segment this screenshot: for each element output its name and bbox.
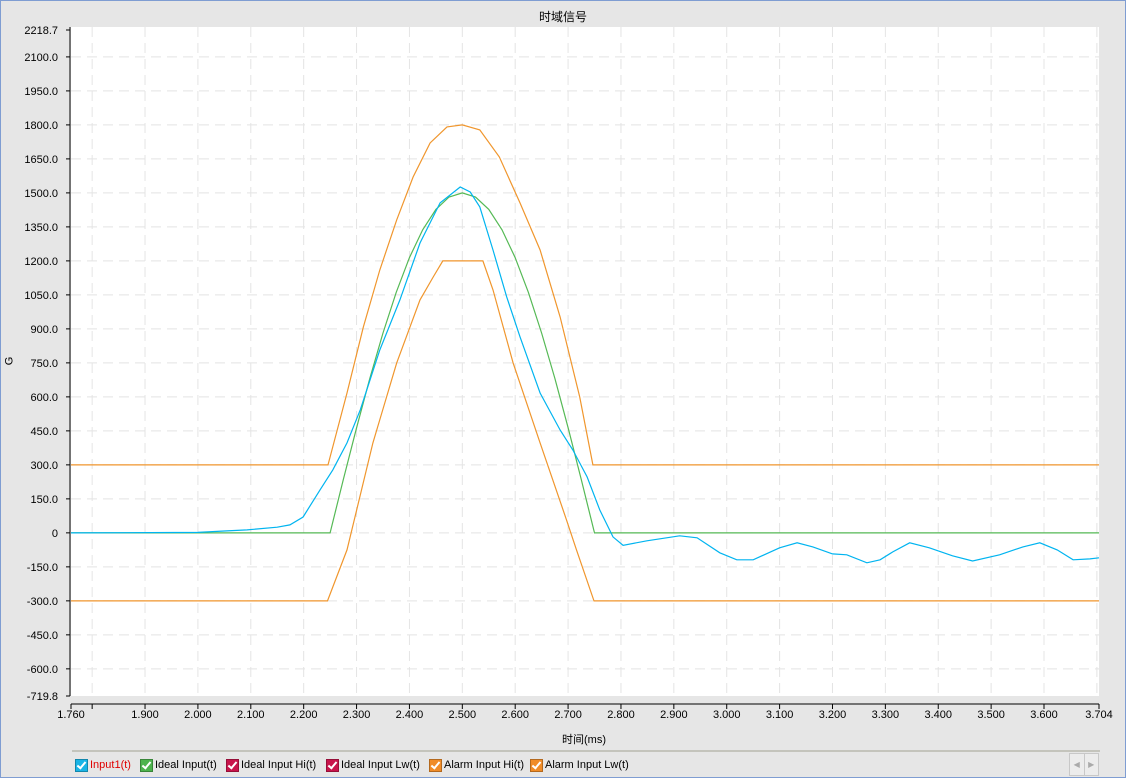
legend-label: Alarm Input Lw(t) (545, 759, 629, 771)
series-line-alarm-input-lw-t (71, 260, 1099, 602)
y-tick-label: 1350.0 (24, 222, 58, 234)
x-tick-label: 1.900 (131, 709, 159, 721)
legend-label: Input1(t) (90, 759, 131, 771)
plot: 2218.7 2100.0 1950.0 1800.0 1650.0 1500.0 1350… (24, 25, 1113, 721)
y-tick-label: 1500.0 (24, 188, 58, 200)
legend-item-input1[interactable]: Input1(t) (75, 758, 131, 772)
y-tick-label: 900.0 (30, 324, 58, 336)
x-tick-label: 3.600 (1030, 709, 1058, 721)
y-tick-label: 1050.0 (24, 290, 58, 302)
x-tick-label: 2.600 (501, 709, 529, 721)
legend-scroll[interactable]: ◀ ▶ (1069, 753, 1099, 776)
series-line-input1-t (70, 186, 1100, 564)
y-tick-label: -719.8 (27, 691, 58, 703)
x-tick-label: 3.300 (872, 709, 900, 721)
x-tick-label: 3.100 (766, 709, 794, 721)
x-tick-label: 2.200 (290, 709, 318, 721)
y-tick-label: 1800.0 (24, 120, 58, 132)
series-line-alarm-input-hi-t (71, 124, 1099, 466)
x-tick-label: 2.800 (607, 709, 635, 721)
legend-label: Alarm Input Hi(t) (444, 759, 525, 771)
legend-item-alarm-input-hi[interactable]: Alarm Input Hi(t) (429, 758, 524, 772)
legend-label: Ideal Input Lw(t) (341, 759, 420, 771)
legend-item-ideal-input[interactable]: Ideal Input(t) (140, 758, 217, 772)
y-tick-label: 2218.7 (24, 25, 58, 37)
y-tick-label: -600.0 (27, 664, 58, 676)
checkbox-icon[interactable] (326, 758, 339, 772)
y-tick-label: -150.0 (27, 562, 58, 574)
checkbox-icon[interactable] (75, 758, 88, 772)
legend-label: Ideal Input(t) (155, 759, 217, 771)
chart-title: 时域信号 (538, 10, 587, 24)
x-tick-label: 3.500 (977, 709, 1005, 721)
legend-separator (72, 750, 1100, 752)
checkbox-icon[interactable] (140, 758, 153, 772)
legend-item-alarm-input-lw[interactable]: Alarm Input Lw(t) (530, 758, 629, 772)
x-tick-label: 1.760 (57, 709, 85, 721)
y-tick-label: 2100.0 (24, 52, 58, 64)
scroll-right-icon[interactable]: ▶ (1088, 760, 1095, 769)
y-tick-label: 1650.0 (24, 154, 58, 166)
x-tick-label: 2.300 (343, 709, 371, 721)
y-tick-label: 0 (52, 528, 58, 540)
y-tick-label: 450.0 (30, 426, 58, 438)
plot-area (71, 27, 1099, 696)
y-tick-label: -300.0 (27, 596, 58, 608)
y-tick-label: 300.0 (30, 460, 58, 472)
checkbox-icon[interactable] (429, 758, 442, 772)
scroll-left-icon[interactable]: ◀ (1070, 754, 1085, 775)
x-tick-label: 2.500 (449, 709, 477, 721)
y-tick-label: 1200.0 (24, 256, 58, 268)
x-tick-label: 2.700 (554, 709, 582, 721)
checkbox-icon[interactable] (226, 758, 239, 772)
x-tick-label: 3.000 (713, 709, 741, 721)
x-tick-label: 3.704 (1085, 709, 1113, 721)
legend-item-ideal-input-hi[interactable]: Ideal Input Hi(t) (226, 758, 316, 772)
y-tick-label: -450.0 (27, 630, 58, 642)
x-tick-label: 3.200 (819, 709, 847, 721)
y-tick-label: 1950.0 (24, 86, 58, 98)
x-axis-label: 时间(ms) (562, 734, 606, 746)
y-tick-label: 750.0 (30, 358, 58, 370)
x-tick-label: 2.900 (660, 709, 688, 721)
legend-item-ideal-input-lw[interactable]: Ideal Input Lw(t) (326, 758, 420, 772)
x-tick-label: 2.100 (237, 709, 265, 721)
y-tick-label: 150.0 (30, 494, 58, 506)
x-tick-label: 2.000 (184, 709, 212, 721)
checkbox-icon[interactable] (530, 758, 543, 772)
x-tick-label: 3.400 (924, 709, 952, 721)
x-tick-label: 2.400 (396, 709, 424, 721)
legend-label: Ideal Input Hi(t) (241, 759, 317, 771)
y-tick-label: 600.0 (30, 392, 58, 404)
